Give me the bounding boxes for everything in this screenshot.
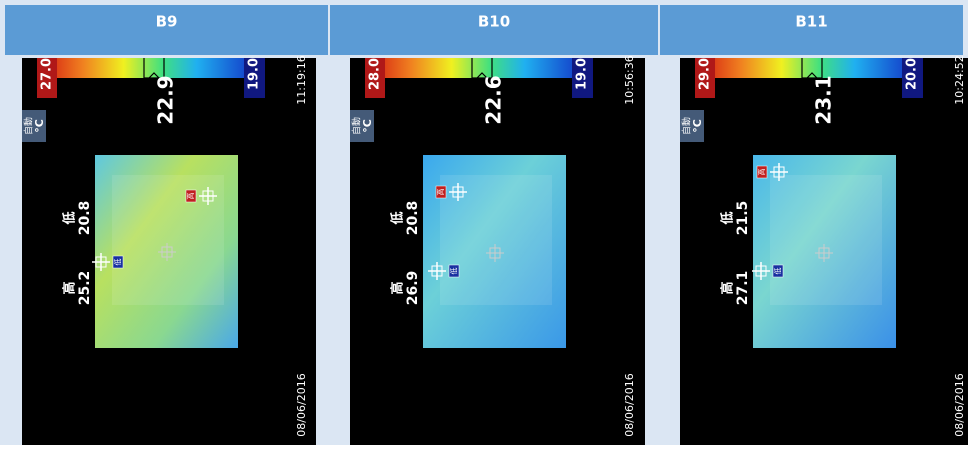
high-value: 27.1 [735,271,751,306]
color-scale [37,58,265,78]
object-outline [770,175,882,305]
time: 10:56:36 [623,55,636,104]
high-label: 高 [390,281,406,294]
time: 11:19:16 [295,55,308,104]
color-scale [365,58,593,78]
low-value: 20.8 [405,201,421,236]
low-label: 低 [62,211,78,225]
header-label: B10 [478,13,510,31]
marker-label: 高 [757,169,766,176]
low-label: 低 [390,211,406,225]
unit: °C [361,119,374,133]
scale-max: 28.0 [368,58,383,90]
marker-label: 低 [773,268,782,275]
header-label: B11 [795,13,827,31]
thermal-comparison: B927.019.022.911:19:1608/06/2016自動°C低20.… [0,0,968,445]
object-outline [440,175,552,305]
low-label: 低 [720,211,736,225]
marker-label: 低 [113,259,122,266]
scale-min: 20.0 [905,58,920,90]
marker-label: 低 [449,268,458,275]
color-scale [695,58,923,78]
scale-max: 29.0 [698,58,713,90]
high-label: 高 [720,281,736,294]
high-value: 25.2 [77,271,93,306]
marker-label: 高 [436,189,445,196]
center-temp: 22.6 [482,75,506,124]
center-temp: 22.9 [154,75,178,124]
object-outline [112,175,224,305]
low-value: 20.8 [77,201,93,236]
low-value: 21.5 [735,201,751,236]
center-temp: 23.1 [812,75,836,124]
high-value: 26.9 [405,271,421,306]
time: 10:24:52 [953,55,966,104]
unit: °C [33,119,46,133]
high-label: 高 [62,281,78,294]
date: 08/06/2016 [623,373,636,436]
header-label: B9 [156,13,178,31]
scale-max: 27.0 [40,58,55,90]
date: 08/06/2016 [295,373,308,436]
unit: °C [691,119,704,133]
marker-label: 高 [186,193,195,200]
date: 08/06/2016 [953,373,966,436]
scale-min: 19.0 [575,58,590,90]
scale-min: 19.0 [247,58,262,90]
